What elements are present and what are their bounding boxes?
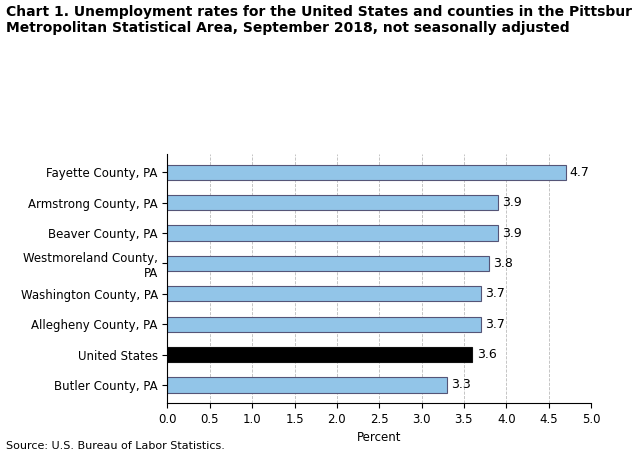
Bar (167, 347, 472, 362)
Text: 3.7: 3.7 (485, 318, 505, 331)
Bar (167, 256, 489, 271)
Bar (167, 377, 447, 393)
Bar (167, 164, 566, 180)
Text: 3.6: 3.6 (477, 348, 496, 361)
Text: Source: U.S. Bureau of Labor Statistics.: Source: U.S. Bureau of Labor Statistics. (6, 441, 225, 451)
Text: 3.7: 3.7 (485, 287, 505, 300)
Text: 3.9: 3.9 (502, 196, 522, 209)
Bar (167, 195, 498, 210)
Bar (167, 226, 498, 241)
X-axis label: Percent: Percent (357, 431, 401, 444)
Text: Chart 1. Unemployment rates for the United States and counties in the Pittsburgh: Chart 1. Unemployment rates for the Unit… (6, 5, 632, 35)
Bar (167, 317, 481, 332)
Text: 3.8: 3.8 (494, 257, 513, 270)
Bar (167, 286, 481, 301)
Text: 3.3: 3.3 (451, 378, 471, 391)
Text: 4.7: 4.7 (570, 166, 590, 179)
Text: 3.9: 3.9 (502, 226, 522, 240)
